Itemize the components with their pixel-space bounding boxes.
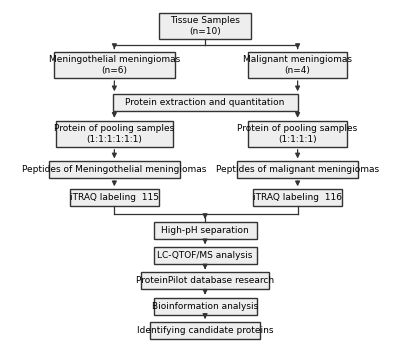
Text: Protein of pooling samples
(1:1:1:1): Protein of pooling samples (1:1:1:1) <box>237 124 358 144</box>
Text: Peptides of Meningothelial meningiomas: Peptides of Meningothelial meningiomas <box>22 165 207 174</box>
Text: Tissue Samples
(n=10): Tissue Samples (n=10) <box>170 16 240 36</box>
Text: Peptides of malignant meningiomas: Peptides of malignant meningiomas <box>216 165 379 174</box>
FancyBboxPatch shape <box>154 298 257 315</box>
FancyBboxPatch shape <box>70 189 159 206</box>
Text: Protein extraction and quantitation: Protein extraction and quantitation <box>126 98 285 107</box>
FancyBboxPatch shape <box>56 121 173 147</box>
Text: High-pH separation: High-pH separation <box>161 226 249 235</box>
FancyBboxPatch shape <box>237 161 358 178</box>
FancyBboxPatch shape <box>150 322 260 339</box>
FancyBboxPatch shape <box>253 189 342 206</box>
FancyBboxPatch shape <box>154 222 257 239</box>
Text: Bioinformation analysis: Bioinformation analysis <box>152 302 258 310</box>
Text: Meningothelial meningiomas
(n=6): Meningothelial meningiomas (n=6) <box>49 55 180 75</box>
FancyBboxPatch shape <box>113 94 298 111</box>
FancyBboxPatch shape <box>154 247 257 264</box>
Text: ProteinPilot database research: ProteinPilot database research <box>136 276 274 286</box>
Text: iTRAQ labeling  116: iTRAQ labeling 116 <box>253 193 342 202</box>
FancyBboxPatch shape <box>159 12 251 39</box>
Text: iTRAQ labeling  115: iTRAQ labeling 115 <box>70 193 159 202</box>
Text: Identifying candidate proteins: Identifying candidate proteins <box>137 326 273 335</box>
FancyBboxPatch shape <box>49 161 180 178</box>
Text: LC-QTOF/MS analysis: LC-QTOF/MS analysis <box>158 251 253 260</box>
FancyBboxPatch shape <box>54 52 175 78</box>
Text: Malignant meningiomas
(n=4): Malignant meningiomas (n=4) <box>243 55 352 75</box>
FancyBboxPatch shape <box>141 272 269 289</box>
Text: Protein of pooling samples
(1:1:1:1:1:1): Protein of pooling samples (1:1:1:1:1:1) <box>54 124 174 144</box>
FancyBboxPatch shape <box>248 52 347 78</box>
FancyBboxPatch shape <box>248 121 347 147</box>
